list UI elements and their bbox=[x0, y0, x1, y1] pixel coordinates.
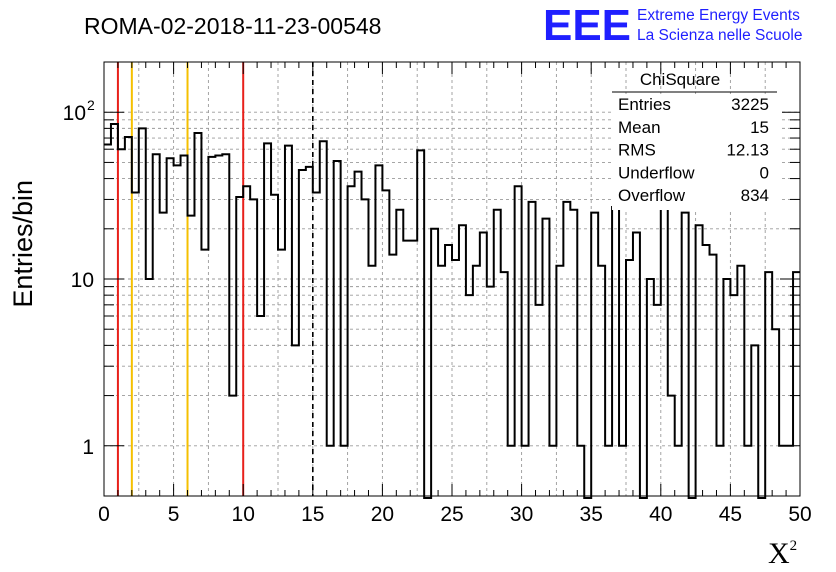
stats-label: RMS bbox=[618, 141, 656, 160]
y-axis-title: Entries/bin bbox=[8, 180, 38, 308]
logo-eee-letters: EEE bbox=[543, 1, 631, 50]
eee-logo: EEE Extreme Energy Events La Scienza nel… bbox=[543, 1, 802, 50]
stats-box: ChiSquare Entries 3225 Mean 15 RMS 12.13 Under… bbox=[612, 70, 782, 210]
stats-label: Entries bbox=[618, 95, 671, 114]
histogram-outline bbox=[104, 122, 800, 499]
x-tick-label: 40 bbox=[649, 503, 672, 526]
logo-line-2: La Scienza nelle Scuole bbox=[637, 27, 802, 44]
x-axis-title: X2 bbox=[768, 537, 797, 570]
x-tick-label: 20 bbox=[371, 503, 394, 526]
stats-value: 0 bbox=[760, 163, 769, 182]
x-tick-label: 25 bbox=[440, 503, 463, 526]
y-tick-label: 1 bbox=[82, 436, 94, 459]
x-tick-labels: 0 5 10 15 20 25 30 35 40 45 50 bbox=[98, 503, 812, 526]
stats-label: Overflow bbox=[618, 186, 686, 205]
y-tick-label: 10 bbox=[63, 102, 86, 125]
histogram bbox=[104, 122, 800, 499]
x-tick-label: 5 bbox=[168, 503, 180, 526]
x-tick-label: 30 bbox=[510, 503, 533, 526]
x-tick-label: 15 bbox=[301, 503, 324, 526]
stats-label: Underflow bbox=[618, 163, 695, 182]
stats-value: 834 bbox=[741, 186, 769, 205]
axis-ticks bbox=[103, 62, 801, 496]
stats-value: 15 bbox=[750, 118, 769, 137]
y-tick-label: 10 bbox=[71, 269, 94, 292]
stats-label: Mean bbox=[618, 118, 661, 137]
x-tick-label: 50 bbox=[788, 503, 811, 526]
x-tick-label: 35 bbox=[580, 503, 603, 526]
stats-value: 12.13 bbox=[726, 141, 769, 160]
stats-value: 3225 bbox=[731, 95, 769, 114]
stats-title: ChiSquare bbox=[640, 70, 720, 89]
x-tick-label: 45 bbox=[719, 503, 742, 526]
x-tick-label: 10 bbox=[232, 503, 255, 526]
y-tick-label-exponent: 2 bbox=[87, 97, 95, 113]
run-title: ROMA-02-2018-11-23-00548 bbox=[84, 13, 381, 39]
x-tick-label: 0 bbox=[98, 503, 110, 526]
stats-box-bg bbox=[612, 94, 782, 210]
stats-rows: Entries 3225 Mean 15 RMS 12.13 Underflow 0 Overf… bbox=[618, 95, 769, 205]
logo-line-1: Extreme Energy Events bbox=[637, 7, 800, 24]
